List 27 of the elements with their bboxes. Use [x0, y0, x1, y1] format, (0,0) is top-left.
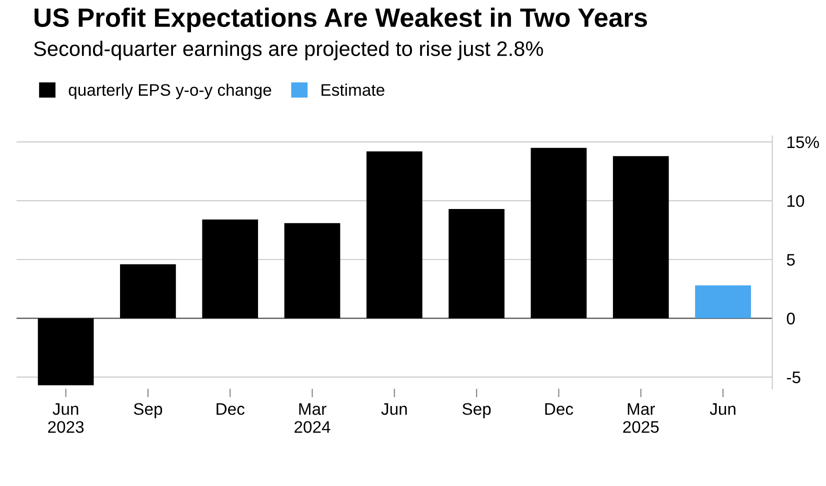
x-tick-label: Mar 2025 — [623, 403, 659, 433]
bar — [530, 148, 587, 318]
x-tick-label: Jun 2023 — [48, 403, 84, 433]
chart-subtitle: Second-quarter earnings are projected to rise just 2.8% — [34, 40, 543, 60]
chart-title: US Profit Expectations Are Weakest in Two Years — [34, 8, 647, 32]
x-tick-label: Jun — [381, 403, 407, 415]
bar — [448, 208, 504, 318]
bar — [612, 156, 669, 318]
legend-label: Estimate — [322, 84, 384, 96]
x-tick-label: Dec — [216, 403, 244, 415]
x-tick-label: Sep — [462, 403, 491, 418]
bar — [284, 223, 340, 318]
bar — [202, 220, 258, 318]
x-tick-label: Jun — [710, 403, 736, 415]
y-tick-label: -5 — [786, 372, 800, 384]
legend-label: quarterly EPS y-o-y change — [68, 84, 272, 100]
bar — [120, 264, 176, 318]
x-tick-label: Dec — [545, 403, 574, 415]
x-tick-label: Mar 2024 — [294, 403, 330, 433]
bar — [695, 285, 751, 318]
y-tick-label: 10 — [787, 195, 804, 207]
x-tick-label: Sep — [134, 403, 162, 418]
bar — [38, 318, 94, 386]
y-tick-label: 5 — [786, 254, 795, 266]
y-tick-label: 0 — [786, 312, 795, 324]
bar — [366, 151, 422, 318]
y-tick-label: 15% — [787, 136, 819, 148]
